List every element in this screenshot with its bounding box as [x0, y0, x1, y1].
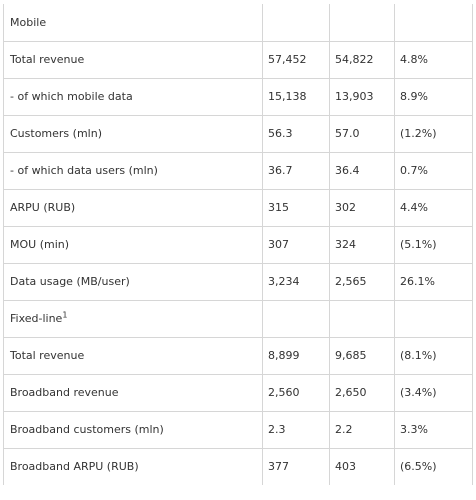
change-cell: 8.9% [394, 77, 473, 116]
row-label: Total revenue [3, 336, 263, 375]
table-row: Total revenue 8,899 9,685 (8.1%) [3, 336, 473, 375]
value-cell-2: 403 [329, 447, 395, 485]
table-row: Data usage (MB/user) 3,234 2,565 26.1% [3, 262, 473, 301]
value-cell-2: 2,565 [329, 262, 395, 301]
value-cell-2: 302 [329, 188, 395, 227]
value-cell-1: 36.7 [262, 151, 330, 190]
value-cell-2: 9,685 [329, 336, 395, 375]
value-cell-1 [262, 299, 330, 338]
row-label: Broadband ARPU (RUB) [3, 447, 263, 485]
value-cell-2: 13,903 [329, 77, 395, 116]
change-cell: (5.1%) [394, 225, 473, 264]
change-cell: 4.8% [394, 40, 473, 79]
table-row: MOU (min) 307 324 (5.1%) [3, 225, 473, 264]
change-cell [394, 4, 473, 42]
row-label: Broadband customers (mln) [3, 410, 263, 449]
value-cell-1: 377 [262, 447, 330, 485]
change-cell: 3.3% [394, 410, 473, 449]
value-cell-1 [262, 4, 330, 42]
value-cell-1: 57,452 [262, 40, 330, 79]
table-row: Total revenue 57,452 54,822 4.8% [3, 40, 473, 79]
change-cell: (6.5%) [394, 447, 473, 485]
row-label: Broadband revenue [3, 373, 263, 412]
table-row: - of which data users (mln) 36.7 36.4 0.… [3, 151, 473, 190]
change-cell: 26.1% [394, 262, 473, 301]
change-cell [394, 299, 473, 338]
value-cell-1: 315 [262, 188, 330, 227]
row-label: ARPU (RUB) [3, 188, 263, 227]
value-cell-2 [329, 299, 395, 338]
value-cell-2: 2.2 [329, 410, 395, 449]
section-row-mobile: Mobile [3, 4, 473, 42]
value-cell-1: 2,560 [262, 373, 330, 412]
section-label: Fixed-line1 [3, 299, 263, 338]
value-cell-1: 15,138 [262, 77, 330, 116]
value-cell-1: 2.3 [262, 410, 330, 449]
footnote-marker: 1 [62, 310, 68, 320]
table-row: ARPU (RUB) 315 302 4.4% [3, 188, 473, 227]
row-label: Data usage (MB/user) [3, 262, 263, 301]
change-cell: (8.1%) [394, 336, 473, 375]
row-label: - of which data users (mln) [3, 151, 263, 190]
value-cell-1: 3,234 [262, 262, 330, 301]
section-row-fixed-line: Fixed-line1 [3, 299, 473, 338]
table-row: Broadband customers (mln) 2.3 2.2 3.3% [3, 410, 473, 449]
row-label: Total revenue [3, 40, 263, 79]
value-cell-1: 8,899 [262, 336, 330, 375]
table-row: Broadband revenue 2,560 2,650 (3.4%) [3, 373, 473, 412]
value-cell-1: 56.3 [262, 114, 330, 153]
table-row: Customers (mln) 56.3 57.0 (1.2%) [3, 114, 473, 153]
change-cell: 0.7% [394, 151, 473, 190]
value-cell-2: 324 [329, 225, 395, 264]
row-label: Customers (mln) [3, 114, 263, 153]
table-row: Broadband ARPU (RUB) 377 403 (6.5%) [3, 447, 473, 485]
row-label: - of which mobile data [3, 77, 263, 116]
value-cell-2 [329, 4, 395, 42]
section-label: Mobile [3, 4, 263, 42]
value-cell-1: 307 [262, 225, 330, 264]
change-cell: 4.4% [394, 188, 473, 227]
table-row: - of which mobile data 15,138 13,903 8.9… [3, 77, 473, 116]
kpi-table: Mobile Total revenue 57,452 54,822 4.8% … [3, 4, 473, 485]
value-cell-2: 2,650 [329, 373, 395, 412]
value-cell-2: 54,822 [329, 40, 395, 79]
value-cell-2: 57.0 [329, 114, 395, 153]
change-cell: (3.4%) [394, 373, 473, 412]
value-cell-2: 36.4 [329, 151, 395, 190]
kpi-table-body: Mobile Total revenue 57,452 54,822 4.8% … [3, 4, 473, 485]
row-label: MOU (min) [3, 225, 263, 264]
change-cell: (1.2%) [394, 114, 473, 153]
